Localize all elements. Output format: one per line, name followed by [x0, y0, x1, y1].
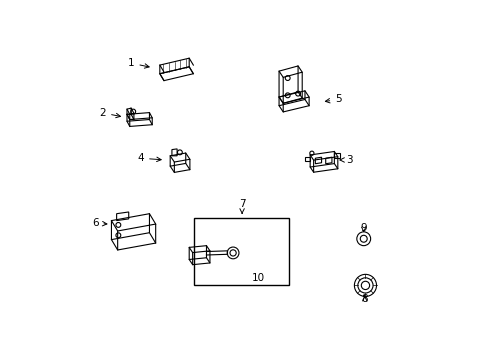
Text: 8: 8 [361, 294, 367, 304]
Text: 9: 9 [360, 223, 366, 233]
Text: 5: 5 [325, 94, 341, 104]
Text: 2: 2 [99, 108, 120, 118]
Text: 10: 10 [251, 274, 264, 283]
Text: 6: 6 [92, 218, 107, 228]
Bar [194, 218, 289, 285]
Text: 7: 7 [238, 199, 245, 210]
Text: 3: 3 [339, 155, 352, 165]
Text: 4: 4 [137, 153, 161, 163]
Text: 1: 1 [127, 58, 149, 68]
